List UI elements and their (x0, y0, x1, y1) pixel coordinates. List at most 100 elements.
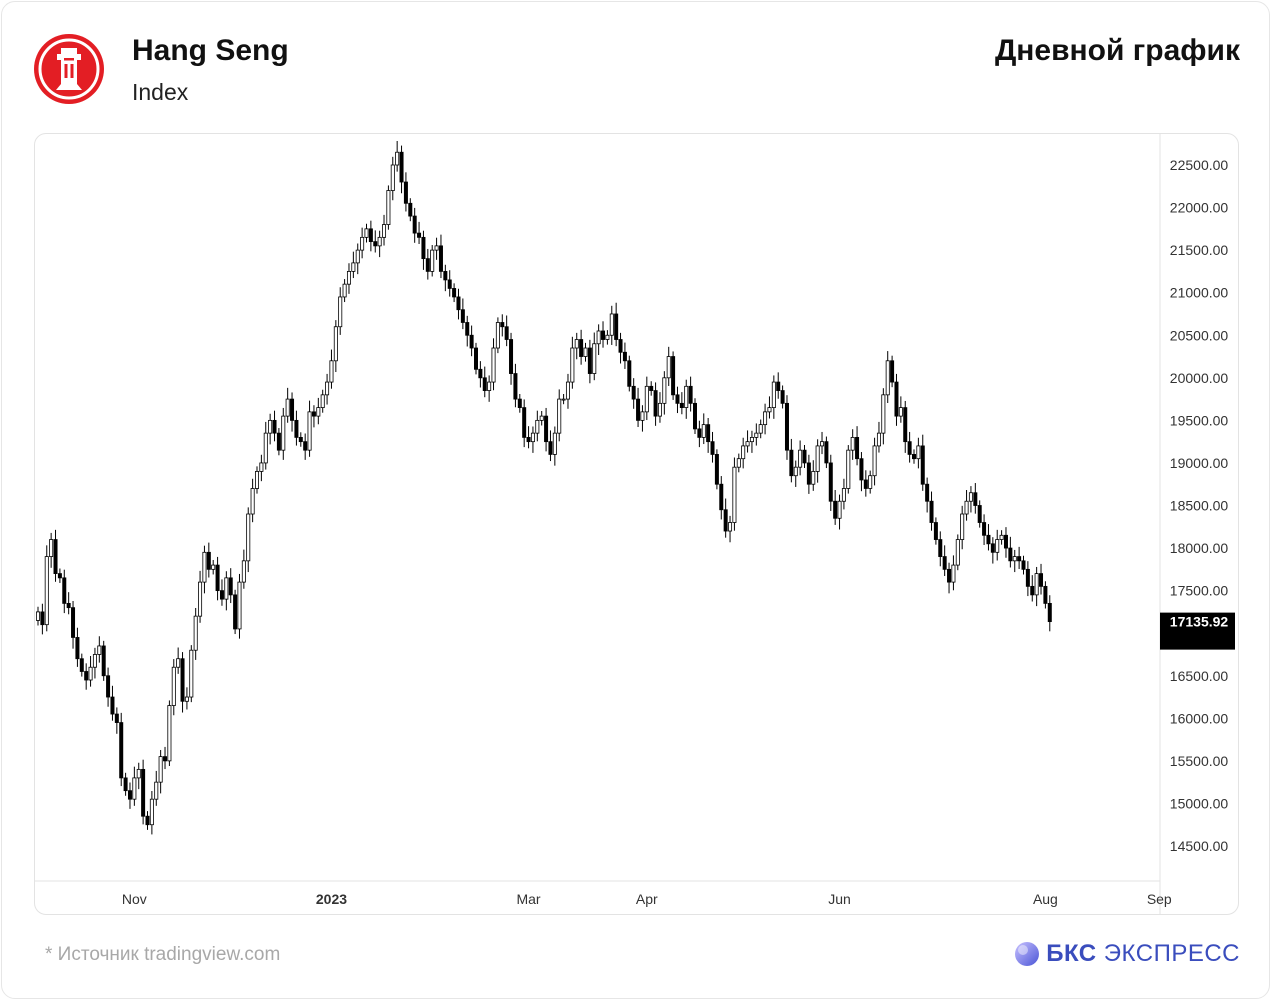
price-tick-label: 16500.00 (1170, 668, 1229, 684)
price-tick-label: 15000.00 (1170, 795, 1229, 811)
candle-body (776, 381, 781, 391)
price-tick-label: 21500.00 (1170, 242, 1229, 258)
candle-body (631, 385, 636, 400)
candle-body (802, 449, 807, 464)
candle-body (671, 356, 676, 396)
last-price-tag (1160, 612, 1235, 650)
candle-body (990, 543, 995, 553)
candle-body (714, 454, 719, 485)
candle-body (706, 424, 711, 443)
candle-body (509, 339, 514, 374)
candle-body (154, 781, 159, 800)
candle-body (1043, 585, 1048, 604)
candle-body (101, 645, 106, 677)
candle-body (276, 432, 281, 451)
candle-body (184, 696, 189, 702)
candle-body (846, 449, 851, 489)
candle-body (929, 500, 934, 523)
candle-body (548, 441, 553, 455)
candle-body (342, 283, 347, 298)
candle-body (636, 398, 641, 421)
candle-body (688, 385, 693, 404)
candle-body (758, 424, 763, 434)
candle-body (329, 360, 334, 383)
candle-body (859, 458, 864, 481)
last-price-label: 17135.92 (1170, 614, 1229, 630)
candle-body (601, 330, 606, 340)
candle-body (973, 492, 978, 506)
candle-body (719, 483, 724, 511)
candle-body (951, 564, 956, 583)
time-tick-label: Aug (1033, 891, 1058, 907)
candle-body (92, 654, 97, 668)
candle-body (452, 288, 457, 298)
candle-body (517, 398, 522, 409)
candle-body (360, 236, 365, 251)
candle-body (798, 449, 803, 468)
candle-body (316, 407, 321, 417)
price-tick-label: 22500.00 (1170, 157, 1229, 173)
candle-body (881, 394, 886, 434)
candle-body (649, 385, 654, 391)
price-tick-label: 16000.00 (1170, 710, 1229, 726)
candle-body (119, 722, 124, 779)
candle-body (412, 215, 417, 234)
candle-body (657, 402, 662, 417)
candle-body (933, 522, 938, 540)
candle-body (307, 411, 312, 451)
candle-body (565, 381, 570, 400)
candle-body (180, 658, 185, 702)
candle-body (281, 415, 286, 451)
candle-body (815, 445, 820, 472)
candle-body (141, 768, 146, 817)
candle-body (1017, 556, 1022, 562)
brand-text: БКС ЭКСПРЕСС (1046, 940, 1240, 968)
candle-body (403, 181, 408, 204)
candle-body (609, 313, 614, 336)
candle-body (982, 522, 987, 536)
candle-body (850, 436, 855, 451)
candle-body (868, 475, 873, 489)
candle-body (62, 577, 67, 604)
price-tick-label: 18000.00 (1170, 540, 1229, 556)
candle-body (570, 347, 575, 383)
time-tick-label: Nov (122, 891, 147, 907)
candle-body (219, 590, 224, 600)
candle-body (574, 339, 579, 349)
candle-body (303, 441, 308, 451)
candle-body (592, 343, 597, 374)
candle-body (1034, 573, 1039, 596)
candle-body (968, 492, 973, 502)
candle-body (246, 513, 251, 562)
candle-body (97, 645, 102, 655)
candle-body (272, 419, 277, 434)
candle-body (430, 249, 435, 272)
candle-body (1003, 534, 1008, 549)
candle-body (1008, 547, 1013, 562)
candle-body (977, 505, 982, 523)
candle-body (872, 445, 877, 477)
candle-body (1025, 568, 1030, 587)
candle-body (368, 228, 373, 243)
candle-body (999, 534, 1004, 540)
candle-body (233, 594, 238, 630)
candle-body (811, 471, 816, 485)
candle-body (290, 398, 295, 421)
candle-body (425, 258, 430, 272)
candle-body (912, 454, 917, 460)
candle-body (421, 236, 426, 260)
candle-body (268, 419, 273, 434)
brand: БКС ЭКСПРЕСС (1014, 940, 1240, 968)
candle-body (596, 330, 601, 345)
candle-body (478, 368, 483, 379)
candle-body (855, 436, 860, 460)
candle-body (771, 381, 776, 409)
candle-body (732, 466, 737, 523)
price-tick-label: 15500.00 (1170, 753, 1229, 769)
candle-body (66, 602, 71, 609)
candle-body (903, 407, 908, 443)
candle-body (149, 798, 154, 826)
candle-body (495, 322, 500, 349)
chart-frame (34, 133, 1239, 915)
candle-body (763, 411, 768, 426)
